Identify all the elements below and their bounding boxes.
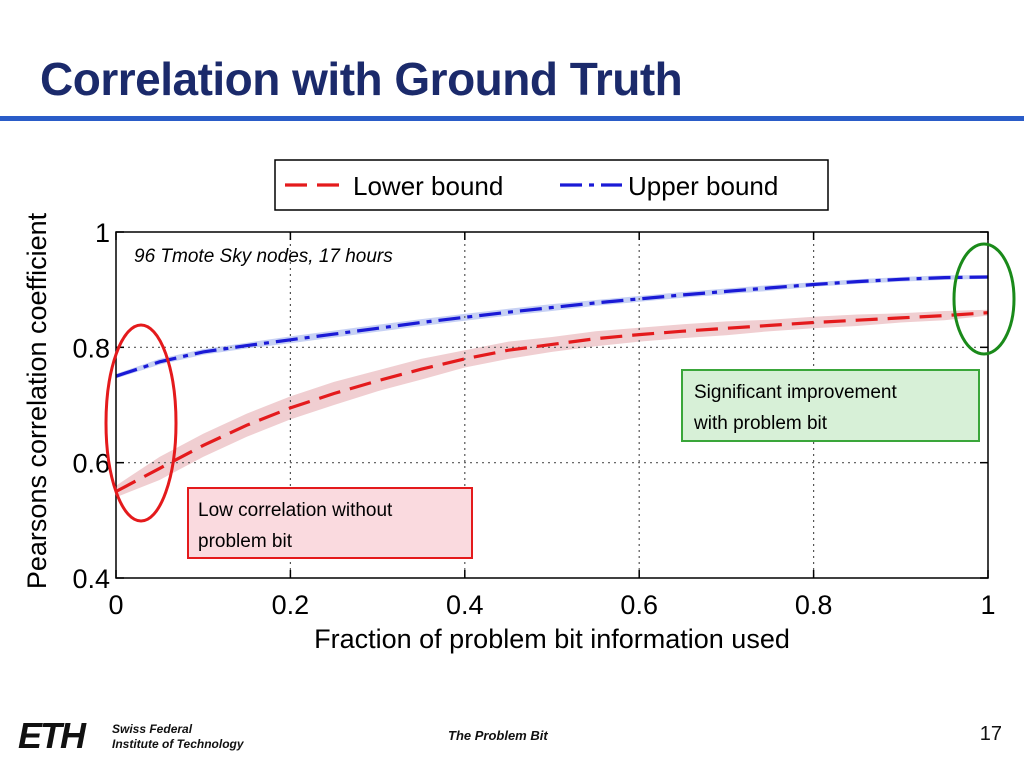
- x-tick-label: 0.2: [272, 590, 310, 620]
- x-tick-label: 0.8: [795, 590, 833, 620]
- callout-improvement-line1: Significant improvement: [694, 382, 897, 403]
- band-upper-bound: [116, 275, 988, 379]
- page-number: 17: [979, 723, 1002, 745]
- axis-ticks: [115, 231, 989, 579]
- x-axis-label: Fraction of problem bit information used: [314, 624, 790, 654]
- legend-label-lower-bound: Lower bound: [353, 171, 503, 201]
- band-lower-bound: [116, 309, 988, 498]
- high-end-ellipse: [952, 242, 1016, 356]
- title-rule: [0, 116, 1024, 121]
- footer-talk-title: The Problem Bit: [448, 728, 548, 743]
- callout-low-correlation-line1: Low correlation without: [198, 500, 393, 521]
- x-tick-label: 0.6: [620, 590, 658, 620]
- institution-name: Swiss Federal Institute of Technology: [112, 722, 244, 752]
- callout-improvement: Significant improvement with problem bit: [681, 369, 980, 442]
- legend-label-upper-bound: Upper bound: [628, 171, 778, 201]
- institution-line1: Swiss Federal: [112, 722, 193, 736]
- y-tick-label: 1: [95, 218, 110, 248]
- plot-frame: [115, 231, 989, 579]
- confidence-bands: [116, 275, 988, 498]
- x-tick-label: 0: [108, 590, 123, 620]
- legend: Lower bound Upper bound: [274, 159, 829, 211]
- series-lines: [115, 275, 989, 493]
- y-axis-label: Pearsons correlation coefficient: [22, 212, 52, 589]
- y-tick-label: 0.8: [72, 333, 110, 363]
- callout-improvement-line2: with problem bit: [693, 413, 828, 434]
- eth-logo: ETH: [18, 715, 86, 756]
- slide-title: Correlation with Ground Truth: [40, 53, 683, 105]
- y-tick-label: 0.4: [72, 564, 110, 594]
- callout-improvement-box: [681, 369, 980, 442]
- y-tick-label: 0.6: [72, 449, 110, 479]
- series-line-upper-bound: [115, 275, 989, 378]
- x-tick-label: 1: [980, 590, 995, 620]
- chart: 0 0.2 0.4 0.6 0.8 1 0.4 0.6 0.8 1 Fraction of pro…: [22, 159, 1016, 654]
- callout-low-correlation-line2: problem bit: [198, 531, 293, 552]
- tick-labels: 0 0.2 0.4 0.6 0.8 1 0.4 0.6 0.8 1: [72, 218, 995, 620]
- plot-annotation: 96 Tmote Sky nodes, 17 hours: [134, 246, 393, 267]
- callout-low-correlation: Low correlation without problem bit: [187, 487, 473, 559]
- callout-low-correlation-box: [187, 487, 473, 559]
- institution-line2: Institute of Technology: [112, 737, 244, 751]
- low-start-ellipse: [104, 323, 178, 523]
- legend-box: [274, 159, 829, 211]
- series-line-lower-bound: [115, 311, 989, 493]
- x-tick-label: 0.4: [446, 590, 484, 620]
